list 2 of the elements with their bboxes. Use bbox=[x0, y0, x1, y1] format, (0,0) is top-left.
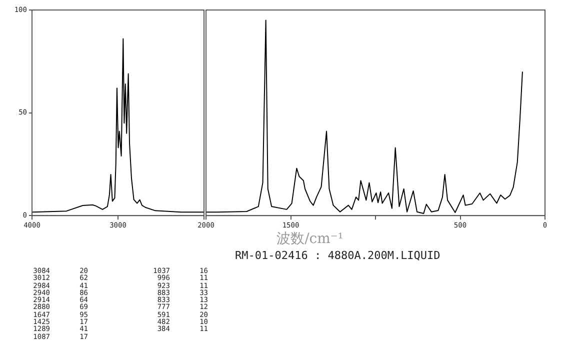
text: RM-01-02416 : 4880A.200M.LIQUID bbox=[235, 249, 440, 262]
x-axis-title: 波数/cm⁻¹ bbox=[276, 230, 344, 248]
